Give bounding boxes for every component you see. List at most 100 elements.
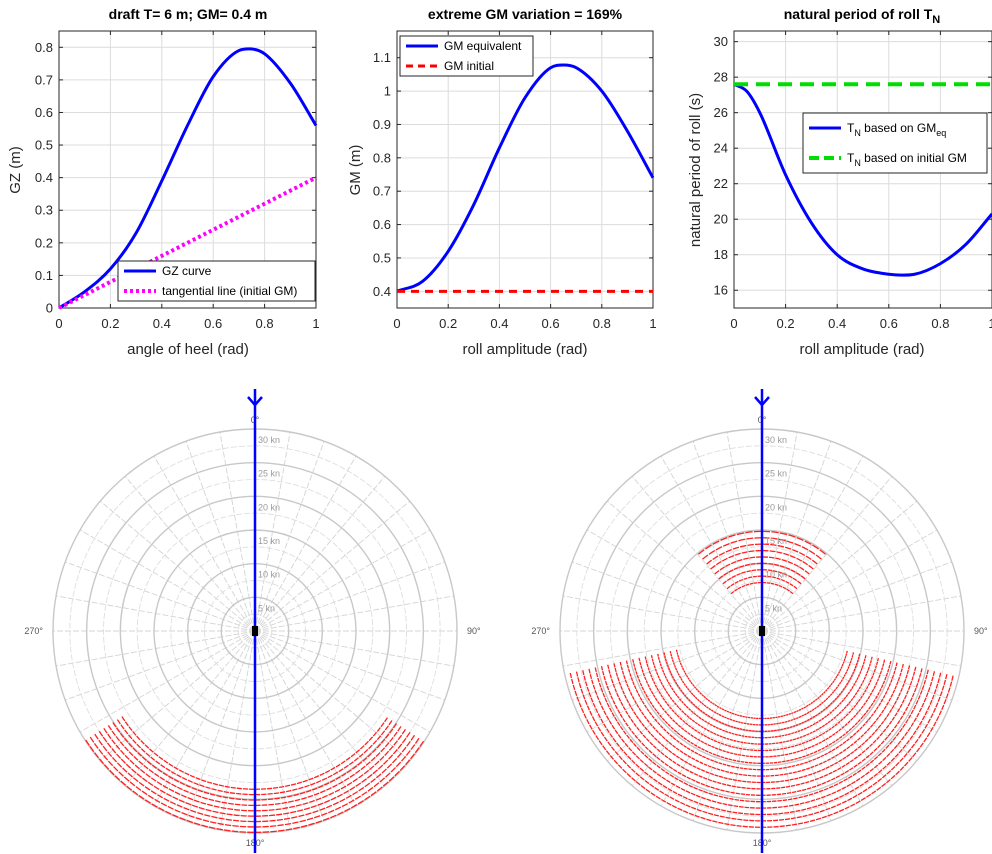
danger-arc — [635, 715, 640, 720]
danger-arc — [598, 740, 603, 746]
danger-arc — [726, 751, 730, 754]
danger-arc — [690, 749, 695, 753]
danger-arc — [937, 678, 940, 684]
danger-arc — [188, 814, 195, 818]
danger-arc — [706, 798, 712, 802]
danger-arc — [667, 723, 671, 728]
danger-arc — [880, 720, 885, 725]
danger-arc — [267, 798, 274, 801]
danger-arc — [854, 786, 860, 790]
danger-arc — [825, 766, 830, 769]
y-tick-label: 0.1 — [35, 268, 53, 283]
danger-arc — [122, 767, 128, 773]
danger-arc — [867, 666, 870, 671]
danger-arc — [837, 720, 841, 724]
danger-arc — [746, 570, 752, 573]
danger-arc — [835, 675, 838, 679]
danger-arc — [677, 724, 682, 728]
danger-arc — [862, 723, 866, 727]
danger-arc — [128, 726, 133, 732]
danger-arc — [162, 772, 168, 777]
danger-arc — [721, 809, 727, 812]
danger-arc — [98, 739, 103, 746]
danger-arc — [184, 772, 190, 776]
danger-arc — [902, 744, 907, 750]
danger-arc — [623, 751, 628, 756]
danger-arc — [338, 768, 344, 773]
danger-arc — [830, 682, 833, 686]
danger-arc — [646, 719, 650, 723]
danger-arc — [590, 697, 594, 703]
danger-arc — [683, 703, 687, 707]
danger-arc — [821, 717, 825, 721]
danger-arc — [792, 751, 797, 754]
danger-arc — [635, 755, 641, 760]
danger-arc — [795, 783, 800, 786]
danger-arc — [363, 748, 369, 754]
danger-arc — [625, 660, 628, 665]
danger-arc — [295, 804, 302, 807]
danger-arc — [853, 764, 858, 768]
danger-arc — [894, 685, 898, 690]
danger-arc — [896, 681, 899, 686]
danger-arc — [808, 793, 814, 796]
danger-arc — [827, 813, 833, 817]
danger-arc — [735, 766, 740, 769]
danger-arc — [283, 817, 291, 820]
danger-arc — [292, 788, 298, 791]
danger-arc — [144, 744, 150, 749]
danger-arc — [370, 756, 376, 762]
y-tick-label: 1 — [384, 84, 391, 99]
danger-arc — [675, 667, 678, 671]
danger-arc — [728, 554, 735, 559]
danger-arc — [313, 775, 320, 779]
danger-arc — [805, 740, 809, 743]
danger-arc — [799, 762, 804, 765]
danger-arc — [837, 684, 840, 687]
danger-arc — [688, 679, 692, 683]
danger-arc — [887, 732, 892, 737]
danger-arc — [797, 770, 802, 773]
danger-arc — [638, 657, 641, 662]
danger-arc — [646, 708, 650, 712]
danger-arc — [853, 704, 857, 709]
danger-arc — [120, 749, 125, 756]
danger-arc — [282, 807, 289, 810]
danger-arc — [919, 742, 924, 748]
danger-arc — [693, 686, 697, 689]
danger-arc — [603, 723, 607, 729]
danger-arc — [604, 697, 608, 703]
danger-arc — [780, 728, 784, 731]
danger-arc — [739, 799, 745, 802]
danger-arc — [841, 725, 845, 729]
danger-arc — [836, 713, 840, 717]
danger-arc — [850, 707, 854, 711]
danger-arc — [120, 758, 126, 764]
heading-arrow — [247, 396, 263, 407]
danger-arc — [583, 713, 587, 719]
danger-arc — [619, 725, 624, 731]
danger-arc — [857, 791, 863, 796]
danger-arc — [724, 716, 727, 719]
danger-arc — [875, 706, 879, 710]
danger-arc — [801, 788, 807, 791]
danger-arc — [929, 699, 933, 705]
danger-arc — [661, 669, 665, 673]
danger-arc — [737, 714, 740, 717]
danger-arc — [186, 819, 194, 824]
danger-arc — [665, 738, 669, 743]
danger-arc — [924, 723, 929, 729]
danger-arc — [669, 716, 673, 720]
danger-arc — [911, 676, 914, 681]
danger-arc — [736, 786, 741, 789]
danger-arc — [878, 713, 882, 718]
danger-arc — [168, 763, 174, 767]
danger-arc — [650, 733, 655, 738]
danger-arc — [779, 565, 785, 568]
danger-arc — [176, 804, 183, 808]
danger-arc — [844, 792, 850, 796]
danger-arc — [863, 658, 866, 662]
danger-arc — [678, 779, 684, 783]
danger-arc — [143, 764, 149, 770]
